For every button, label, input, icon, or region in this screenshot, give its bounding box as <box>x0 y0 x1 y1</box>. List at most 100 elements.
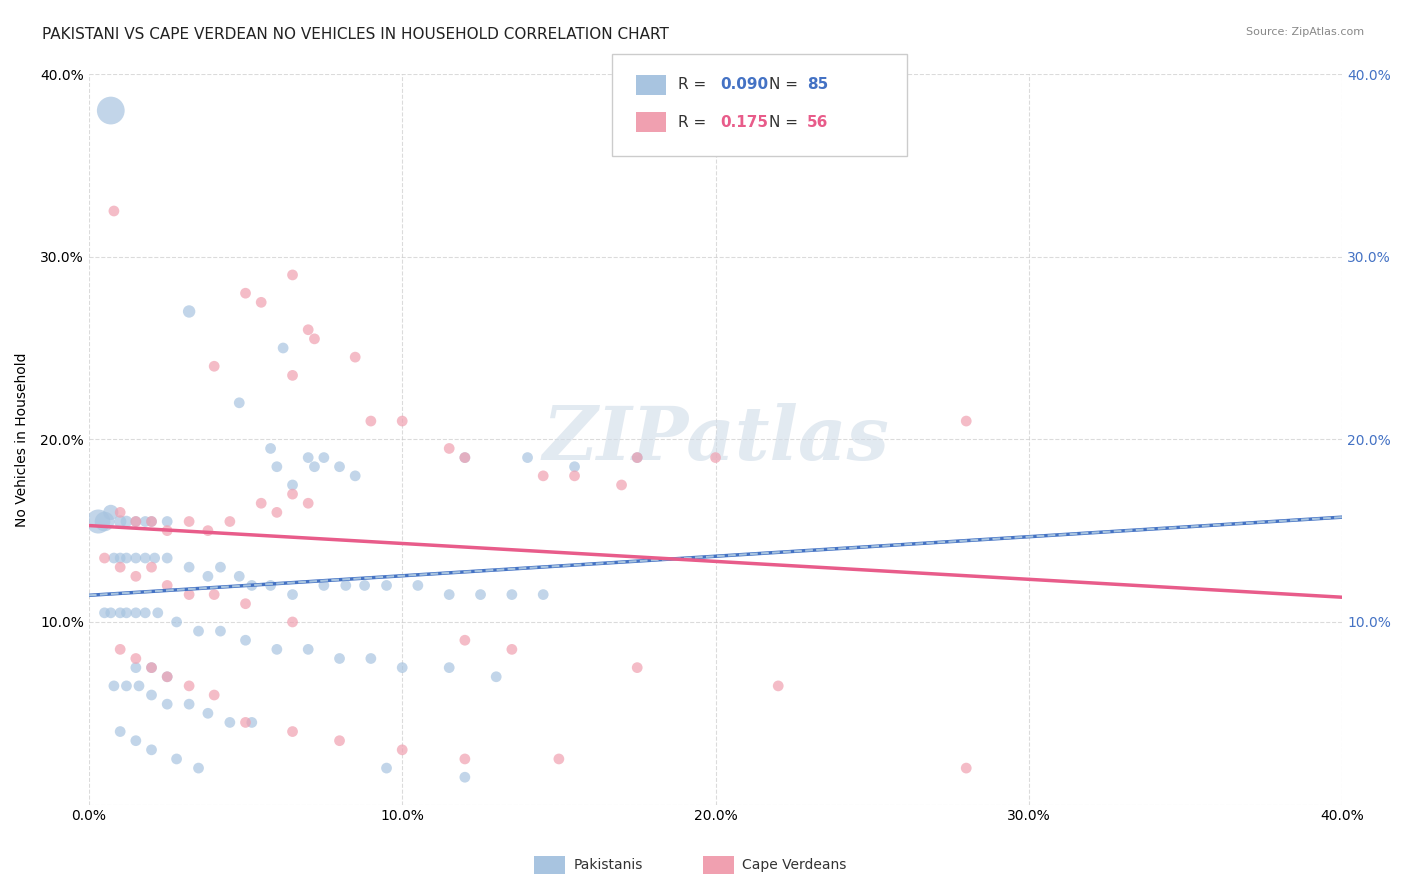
Point <box>125 515 148 529</box>
Point <box>103 204 125 219</box>
Point <box>202 588 225 602</box>
Point <box>187 624 209 639</box>
Point <box>516 450 538 465</box>
Point <box>141 688 163 702</box>
Point <box>454 770 477 784</box>
Point <box>297 496 319 510</box>
Point <box>312 450 335 465</box>
Point <box>100 505 122 519</box>
Point <box>134 551 156 566</box>
Point <box>156 578 179 592</box>
Point <box>93 515 115 529</box>
Point <box>406 578 429 592</box>
Point <box>125 569 148 583</box>
Point <box>179 679 201 693</box>
Point <box>100 606 122 620</box>
Point <box>108 606 131 620</box>
Point <box>437 588 460 602</box>
Point <box>281 478 304 492</box>
Point <box>335 578 357 592</box>
Point <box>375 761 398 775</box>
Point <box>166 752 188 766</box>
Point <box>328 651 350 665</box>
Point <box>156 670 179 684</box>
Point <box>218 715 240 730</box>
Point <box>437 660 460 674</box>
Point <box>156 515 179 529</box>
Point <box>108 551 131 566</box>
Point <box>125 733 148 747</box>
Point <box>228 569 250 583</box>
Point <box>353 578 375 592</box>
Point <box>501 588 523 602</box>
Point <box>240 578 263 592</box>
Text: 0.090: 0.090 <box>720 78 768 92</box>
Point <box>564 468 586 483</box>
Point <box>146 606 169 620</box>
Point <box>235 715 257 730</box>
Point <box>141 515 163 529</box>
Point <box>115 606 138 620</box>
Point <box>87 515 110 529</box>
Point <box>108 560 131 574</box>
Point <box>454 752 477 766</box>
Point <box>304 459 326 474</box>
Point <box>610 478 633 492</box>
Point <box>454 450 477 465</box>
Point <box>115 551 138 566</box>
Point <box>125 651 148 665</box>
Point <box>312 578 335 592</box>
Point <box>166 615 188 629</box>
Point <box>156 551 179 566</box>
Point <box>141 660 163 674</box>
Y-axis label: No Vehicles in Household: No Vehicles in Household <box>15 352 30 526</box>
Point <box>259 578 281 592</box>
Text: R =: R = <box>678 78 711 92</box>
Point <box>955 414 977 428</box>
Point <box>297 450 319 465</box>
Point <box>209 560 232 574</box>
Point <box>100 103 122 118</box>
Point <box>281 615 304 629</box>
Point <box>250 496 273 510</box>
Point <box>454 633 477 648</box>
Point <box>531 468 554 483</box>
Point <box>141 660 163 674</box>
Point <box>626 450 648 465</box>
Point <box>250 295 273 310</box>
Point <box>125 551 148 566</box>
Point <box>360 651 382 665</box>
Text: Cape Verdeans: Cape Verdeans <box>742 858 846 872</box>
Point <box>501 642 523 657</box>
Point <box>209 624 232 639</box>
Text: N =: N = <box>769 78 803 92</box>
Point <box>108 515 131 529</box>
Point <box>485 670 508 684</box>
Point <box>125 606 148 620</box>
Point <box>141 743 163 757</box>
Text: PAKISTANI VS CAPE VERDEAN NO VEHICLES IN HOUSEHOLD CORRELATION CHART: PAKISTANI VS CAPE VERDEAN NO VEHICLES IN… <box>42 27 669 42</box>
Point <box>197 569 219 583</box>
Point <box>454 450 477 465</box>
Point <box>197 524 219 538</box>
Point <box>375 578 398 592</box>
Point <box>228 396 250 410</box>
Point <box>93 606 115 620</box>
Point <box>108 724 131 739</box>
Point <box>108 505 131 519</box>
Point <box>768 679 790 693</box>
Point <box>125 660 148 674</box>
Point <box>179 560 201 574</box>
Point <box>115 679 138 693</box>
Point <box>564 459 586 474</box>
Point <box>134 515 156 529</box>
Point <box>134 606 156 620</box>
Point <box>202 359 225 374</box>
Text: 56: 56 <box>807 115 828 129</box>
Point <box>360 414 382 428</box>
Point <box>93 551 115 566</box>
Point <box>218 515 240 529</box>
Point <box>125 515 148 529</box>
Point <box>344 350 367 364</box>
Point <box>955 761 977 775</box>
